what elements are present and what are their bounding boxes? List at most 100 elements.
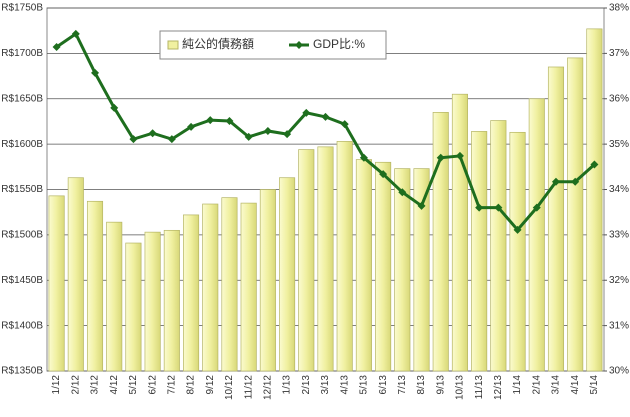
line-marker (379, 170, 388, 179)
bar (298, 149, 315, 372)
bar (86, 200, 104, 372)
x-tick-label: 2/13 (301, 375, 312, 395)
line-marker (129, 135, 138, 144)
x-tick-label: 7/12 (166, 375, 177, 395)
bar (547, 66, 565, 372)
line-marker (571, 177, 580, 186)
y-tick-label: R$1400B (1, 320, 43, 331)
bar (202, 203, 219, 372)
line-marker (302, 108, 311, 117)
line-marker (436, 153, 445, 162)
line-marker (494, 203, 503, 212)
bar (183, 214, 200, 372)
legend-label: 純公的債務額 (182, 36, 254, 51)
y2-tick-label: 31% (609, 320, 629, 331)
line-marker (206, 116, 215, 125)
bar (163, 229, 180, 372)
bar (144, 231, 161, 372)
line-marker (398, 188, 407, 197)
y-tick-label: R$1500B (1, 230, 43, 241)
x-tick-label: 9/12 (205, 375, 216, 395)
x-tick-label: 5/14 (589, 375, 600, 395)
bar (567, 57, 584, 372)
bar (375, 161, 392, 372)
x-tick-label: 12/13 (493, 375, 504, 400)
bar (528, 98, 545, 372)
x-tick-label: 3/14 (551, 375, 562, 395)
line-marker (167, 135, 176, 144)
y-tick-label: R$1550B (1, 184, 43, 195)
x-tick-label: 1/12 (51, 375, 62, 395)
line-marker (225, 116, 234, 125)
y2-tick-label: 33% (609, 230, 629, 241)
x-tick-label: 5/13 (359, 375, 370, 395)
x-tick-label: 11/12 (243, 375, 254, 400)
line-marker (590, 160, 599, 169)
line-marker (263, 126, 272, 135)
x-tick-label: 3/12 (90, 375, 101, 395)
bar (490, 120, 507, 372)
line-marker (283, 130, 292, 139)
y-tick-label: R$1600B (1, 139, 43, 150)
y2-tick-label: 35% (609, 139, 629, 150)
bar (240, 202, 257, 372)
line-marker (91, 68, 100, 77)
bar (125, 242, 142, 372)
y2-tick-label: 37% (609, 48, 629, 59)
line-marker (187, 122, 196, 131)
x-tick-label: 10/13 (455, 375, 466, 400)
bar (509, 131, 526, 372)
bar (67, 177, 84, 372)
line-marker (475, 203, 484, 212)
line-marker (52, 43, 61, 52)
x-tick-label: 6/13 (378, 375, 389, 395)
x-tick-label: 1/14 (512, 375, 523, 395)
legend-swatch (167, 40, 179, 50)
x-tick-label: 3/13 (320, 375, 331, 395)
bar (471, 131, 488, 372)
bar (317, 146, 334, 372)
y-tick-label: R$1750B (1, 3, 43, 14)
x-tick-label: 9/13 (435, 375, 446, 395)
bar (432, 112, 449, 372)
legend-swatch (295, 41, 303, 49)
line-marker (244, 132, 253, 141)
line-marker (551, 177, 560, 186)
x-tick-label: 4/13 (339, 375, 350, 395)
legend: 純公的債務額 GDP比:% (159, 30, 387, 60)
x-tick-label: 5/12 (128, 375, 139, 395)
x-tick-label: 4/14 (570, 375, 581, 395)
line-marker (532, 203, 541, 212)
y-tick-label: R$1450B (1, 275, 43, 286)
line-marker (359, 153, 368, 162)
y2-tick-label: 38% (609, 3, 629, 14)
bar (413, 168, 430, 372)
bar (279, 177, 296, 372)
x-tick-label: 2/12 (70, 375, 81, 395)
x-tick-label: 11/13 (474, 375, 485, 400)
bar (48, 195, 65, 372)
x-tick-label: 10/12 (224, 375, 235, 400)
legend-label: GDP比:% (313, 37, 365, 51)
line-marker (148, 129, 157, 138)
line-marker (513, 225, 522, 234)
x-tick-label: 2/14 (531, 375, 542, 395)
y-tick-label: R$1350B (1, 366, 43, 377)
line-marker (321, 112, 330, 121)
bar (106, 221, 123, 372)
y2-tick-label: 30% (609, 366, 629, 377)
y2-tick-label: 34% (609, 184, 629, 195)
y-tick-label: R$1700B (1, 48, 43, 59)
y2-tick-label: 36% (609, 93, 629, 104)
line-marker (71, 29, 80, 38)
bar (586, 28, 603, 372)
bar (336, 141, 353, 372)
x-tick-label: 8/12 (186, 375, 197, 395)
line-marker (417, 201, 426, 210)
bar (451, 93, 468, 372)
x-tick-label: 6/12 (147, 375, 158, 395)
x-tick-label: 4/12 (109, 375, 120, 395)
bar (259, 189, 276, 372)
y2-tick-label: 32% (609, 275, 629, 286)
